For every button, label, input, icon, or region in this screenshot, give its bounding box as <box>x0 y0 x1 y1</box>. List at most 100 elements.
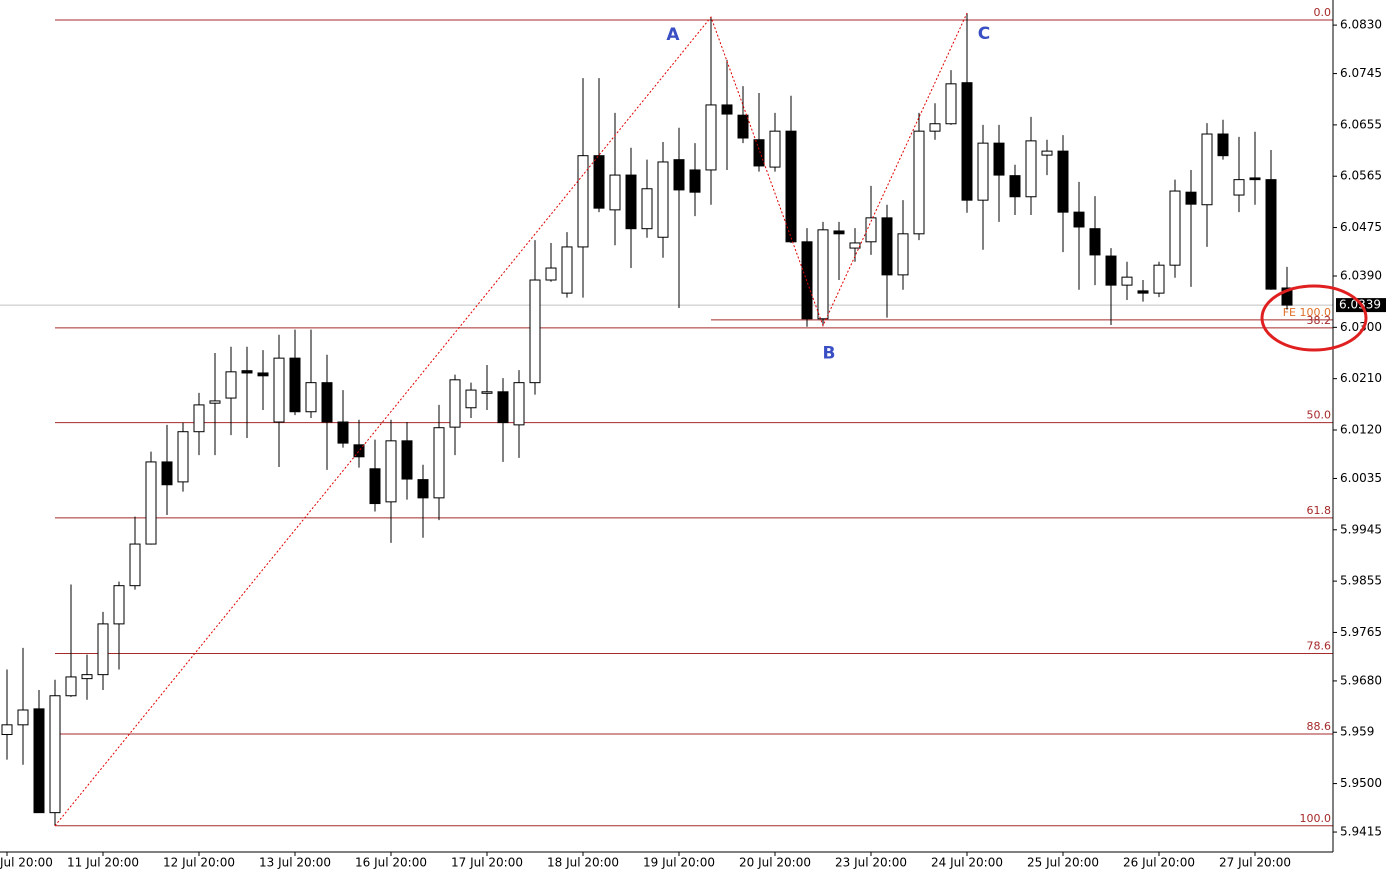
candle-body <box>305 382 317 413</box>
candle-body <box>961 82 973 201</box>
y-tick-label: 6.0035 <box>1340 471 1382 485</box>
candle-body <box>737 114 749 139</box>
candle-body <box>193 404 205 433</box>
candle-body <box>1169 190 1181 266</box>
candle-body <box>497 391 509 424</box>
candle-body <box>561 246 573 294</box>
candle-body <box>929 123 941 132</box>
candle-body <box>33 708 45 814</box>
x-tick-label: 25 Jul 20:00 <box>1027 856 1099 870</box>
y-tick-label: 5.9500 <box>1340 776 1382 790</box>
candle-body <box>209 400 221 404</box>
candle-body <box>1281 287 1293 306</box>
candle-body <box>449 379 461 428</box>
x-tick-label: 23 Jul 20:00 <box>835 856 907 870</box>
candle-body <box>881 217 893 276</box>
x-tick-label: 18 Jul 20:00 <box>547 856 619 870</box>
y-tick-label: 6.0745 <box>1340 66 1382 80</box>
candle-body <box>641 188 653 230</box>
candle-body <box>1265 179 1277 290</box>
candle-body <box>337 421 349 444</box>
candle-body <box>609 174 621 211</box>
candle-body <box>1 724 13 736</box>
x-tick-label: 11 Jul 20:00 <box>67 856 139 870</box>
candle-body <box>993 142 1005 176</box>
highlight-ellipse <box>1260 284 1368 352</box>
x-tick-label: 19 Jul 20:00 <box>643 856 715 870</box>
candle-body <box>353 444 365 458</box>
candle-body <box>289 357 301 413</box>
candle-body <box>1185 191 1197 205</box>
y-tick-label: 5.9415 <box>1340 825 1382 839</box>
candle-body <box>65 676 77 697</box>
y-tick-label: 6.0565 <box>1340 169 1382 183</box>
candle-body <box>1233 179 1245 196</box>
y-tick-label: 5.9855 <box>1340 574 1382 588</box>
y-tick-label: 6.0830 <box>1340 18 1382 32</box>
candle-body <box>529 279 541 384</box>
zigzag-line <box>54 12 968 827</box>
y-tick-label: 6.0655 <box>1340 117 1382 131</box>
candle-body <box>385 440 397 503</box>
candle-body <box>785 130 797 243</box>
candle-body <box>977 142 989 201</box>
x-tick-label: 17 Jul 20:00 <box>451 856 523 870</box>
candle-body <box>1217 133 1229 157</box>
y-tick-label: 5.9765 <box>1340 625 1382 639</box>
pattern-point-label: C <box>978 24 990 44</box>
x-tick-label: 24 Jul 20:00 <box>931 856 1003 870</box>
candle-body <box>513 382 525 426</box>
candle-body <box>321 382 333 423</box>
candle-body <box>849 242 861 249</box>
fib-level-label: 78.6 <box>1307 640 1332 653</box>
candle-body <box>721 104 733 115</box>
candle-body <box>17 709 29 726</box>
candle-body <box>225 371 237 399</box>
candle-body <box>705 104 717 171</box>
x-tick-label: 13 Jul 20:00 <box>259 856 331 870</box>
candle-body <box>433 427 445 499</box>
candle-body <box>673 159 685 191</box>
candle-body <box>657 161 669 238</box>
x-tick-label: 26 Jul 20:00 <box>1123 856 1195 870</box>
candle-body <box>865 217 877 243</box>
pattern-point-label: A <box>666 25 680 45</box>
candle-body <box>913 130 925 235</box>
candle-body <box>161 461 173 486</box>
candle-body <box>1105 255 1117 286</box>
fib-level-label: 88.6 <box>1307 720 1332 733</box>
candle-body <box>1201 133 1213 206</box>
candle-body <box>1057 150 1069 213</box>
candle-body <box>689 169 701 193</box>
candle-body <box>817 229 829 320</box>
candle-body <box>897 233 909 276</box>
y-tick-label: 5.9680 <box>1340 673 1382 687</box>
candle-body <box>145 461 157 545</box>
candle-body <box>593 155 605 209</box>
y-tick-label: 5.9945 <box>1340 522 1382 536</box>
candle-body <box>417 479 429 499</box>
fib-level-label: 100.0 <box>1300 812 1332 825</box>
candle-body <box>465 389 477 409</box>
candle-body <box>545 267 557 281</box>
candle-body <box>1073 211 1085 228</box>
candle-body <box>753 139 765 167</box>
candle-body <box>1153 264 1165 294</box>
candle-body <box>241 370 253 374</box>
candle-body <box>1137 290 1149 294</box>
pattern-point-label: B <box>823 344 836 364</box>
candle-body <box>113 585 125 625</box>
candle-body <box>1041 150 1053 156</box>
expansion-label: FE 100.0 <box>1283 306 1331 319</box>
x-tick-label: Jul 20:00 <box>0 856 53 870</box>
candle-body <box>369 468 381 505</box>
candle-body <box>945 83 957 125</box>
fib-level-label: 0.0 <box>1314 6 1332 19</box>
x-tick-label: 16 Jul 20:00 <box>355 856 427 870</box>
x-tick-label: 27 Jul 20:00 <box>1219 856 1291 870</box>
candle-body <box>833 230 845 235</box>
